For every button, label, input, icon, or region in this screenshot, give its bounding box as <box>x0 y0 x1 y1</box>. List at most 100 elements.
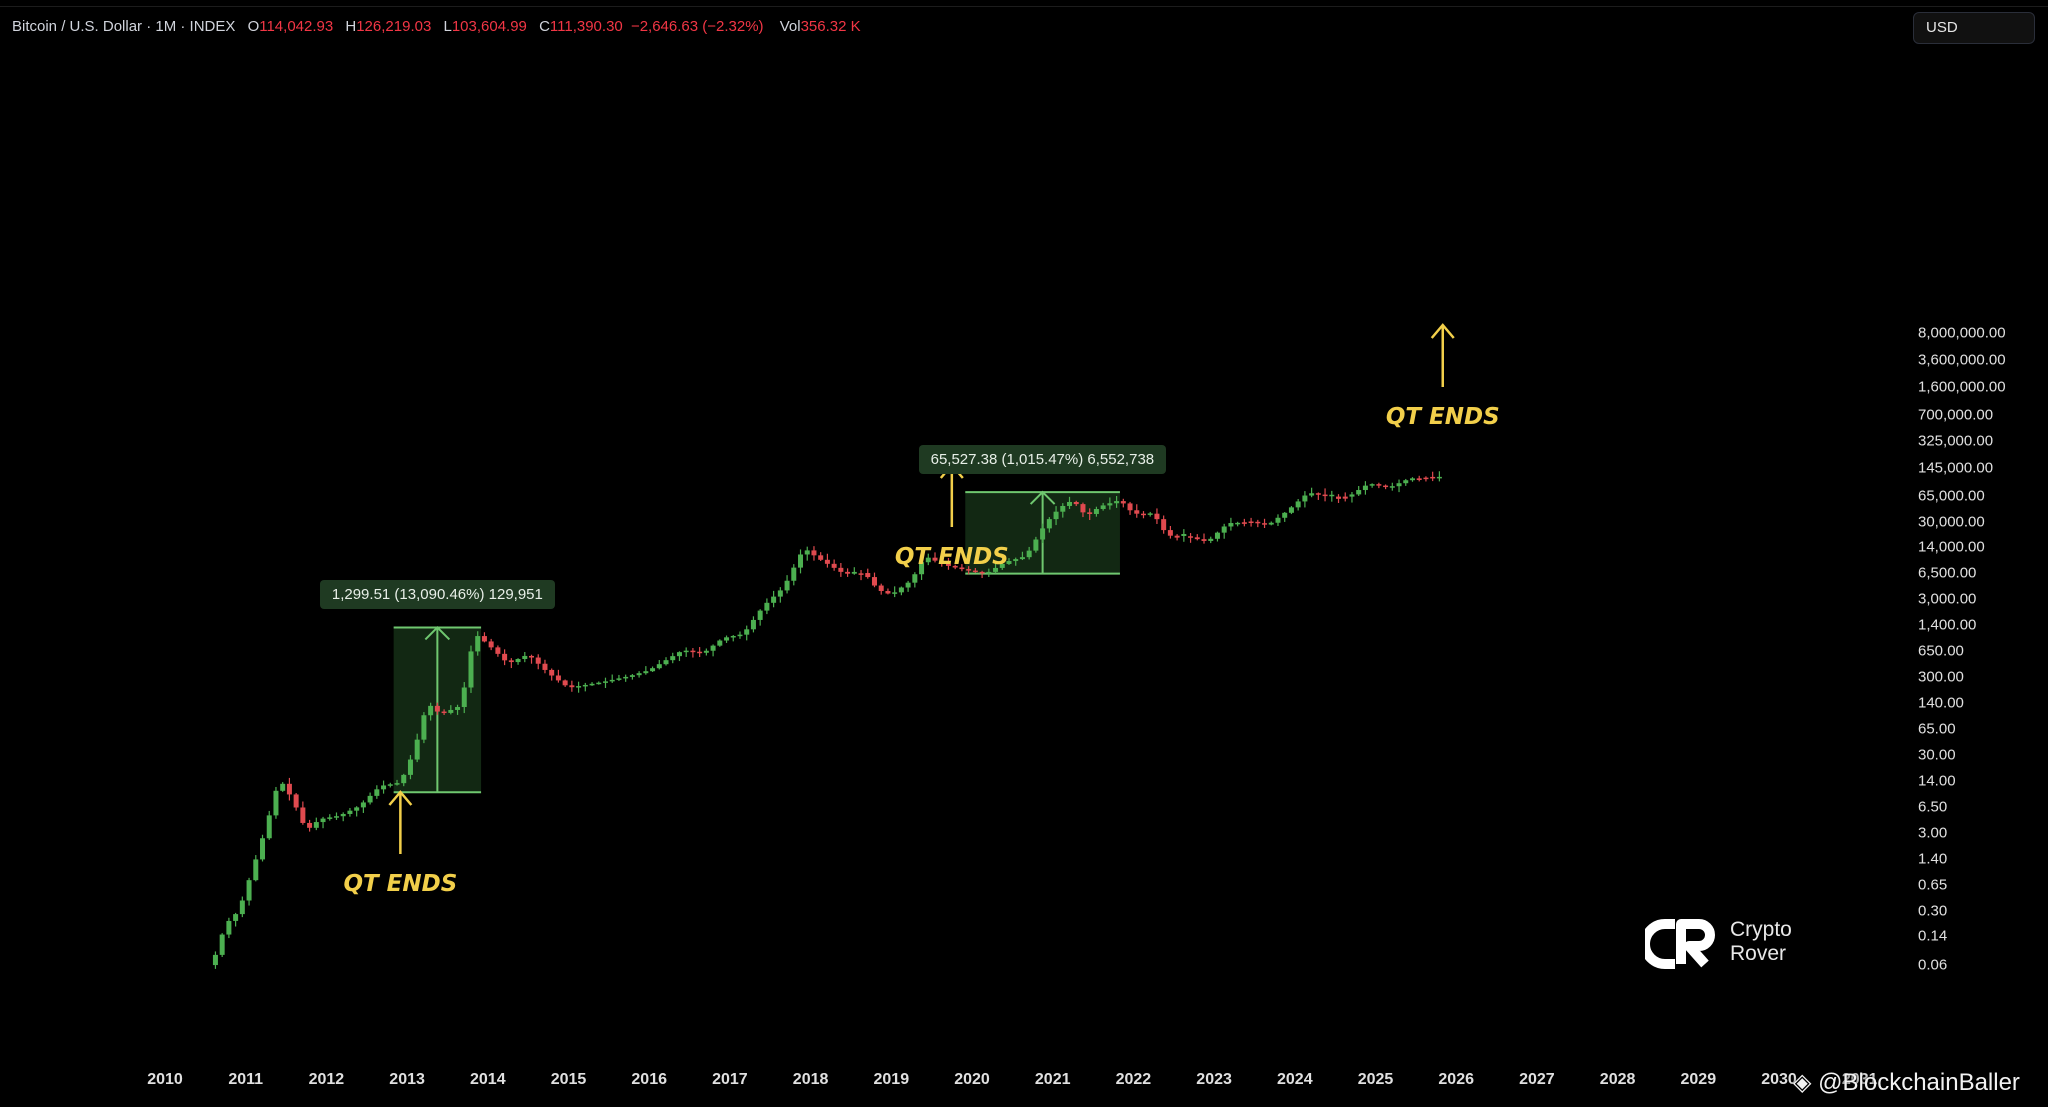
y-tick-label: 65,000.00 <box>1918 487 1985 505</box>
candle-down <box>502 653 508 661</box>
top-border <box>0 6 2048 7</box>
close-value: 111,390.30 <box>549 18 623 35</box>
candle-up <box>1349 494 1355 497</box>
candle-up <box>266 815 272 839</box>
candle-up <box>1436 476 1442 479</box>
up-arrow-head <box>1430 323 1455 339</box>
candle-down <box>939 560 945 564</box>
high-value: 126,219.03 <box>356 18 432 35</box>
candle-up <box>1295 501 1301 508</box>
candle-down <box>1383 485 1389 488</box>
candle-up <box>1356 490 1362 495</box>
candle-up <box>246 880 252 901</box>
y-tick-label: 3,600,000.00 <box>1918 351 2006 369</box>
y-tick-label: 65.00 <box>1918 720 1956 738</box>
candle-up <box>320 818 326 823</box>
candle-down <box>1255 521 1261 524</box>
currency-selector[interactable]: USD <box>1913 12 2035 44</box>
candle-down <box>307 822 313 828</box>
y-tick-label: 14,000.00 <box>1918 538 1985 556</box>
y-tick-label: 6,500.00 <box>1918 564 1977 582</box>
candle-down <box>1336 496 1342 499</box>
candle-up <box>993 567 999 572</box>
x-tick-label: 2016 <box>631 1071 667 1088</box>
candle-down <box>885 591 891 594</box>
candle-up <box>280 783 286 791</box>
candle-down <box>1248 521 1254 524</box>
candle-down <box>945 563 951 566</box>
qt-ends-label: QT ENDS <box>1385 404 1500 430</box>
candle-up <box>461 687 467 708</box>
candle-down <box>1322 494 1328 497</box>
candle-down <box>966 569 972 571</box>
candle-up <box>421 715 427 740</box>
candle-up <box>602 681 608 683</box>
symbol-title[interactable]: Bitcoin / U.S. Dollar · 1M · INDEX <box>12 18 236 35</box>
candle-up <box>777 590 783 597</box>
up-arrow-head <box>388 790 413 806</box>
candle-up <box>764 602 770 611</box>
candle-up <box>1060 505 1066 512</box>
candle-down <box>972 570 978 573</box>
logo-line-2: Rover <box>1730 942 1787 965</box>
candle-down <box>495 647 501 654</box>
candle-up <box>1053 511 1059 520</box>
x-tick-label: 2017 <box>712 1071 748 1088</box>
candle-down <box>434 705 440 712</box>
candle-up <box>623 676 629 679</box>
candle-up <box>1107 503 1113 506</box>
y-tick-label: 700,000.00 <box>1918 406 1994 424</box>
candle-up <box>1208 538 1214 541</box>
y-tick-label: 8,000,000.00 <box>1918 324 2006 342</box>
candle-up <box>1181 534 1187 536</box>
candle-down <box>441 711 447 714</box>
candle-up <box>1235 522 1241 525</box>
candle-down <box>845 571 851 574</box>
measure-boxes <box>393 490 1120 794</box>
candle-up <box>999 563 1005 568</box>
candle-down <box>1262 523 1268 525</box>
candle-down <box>697 651 703 654</box>
y-tick-label: 14.00 <box>1918 772 1956 790</box>
candle-up <box>643 671 649 674</box>
candle-down <box>1140 513 1146 516</box>
x-tick-label: 2020 <box>954 1071 990 1088</box>
candle-down <box>1167 530 1173 536</box>
symbol-header: Bitcoin / U.S. Dollar · 1M · INDEX O114,… <box>12 18 861 35</box>
crypto-rover-logo-icon <box>1645 919 1715 969</box>
measure-label: 65,527.38 (1,015.47%) 6,552,738 <box>918 445 1167 475</box>
low-value: 103,604.99 <box>451 18 527 35</box>
candle-up <box>347 810 353 814</box>
candle-down <box>542 663 548 670</box>
y-tick-label: 30,000.00 <box>1918 513 1985 531</box>
candle-up <box>522 655 528 660</box>
candle-down <box>488 641 494 648</box>
candle-down <box>858 573 864 575</box>
x-tick-label: 2012 <box>308 1071 345 1088</box>
candle-down <box>1154 513 1160 520</box>
x-tick-label: 2023 <box>1196 1071 1232 1088</box>
candle-up <box>273 790 279 816</box>
candle-up <box>703 650 709 653</box>
candle-up <box>1147 513 1153 515</box>
candle-up <box>333 816 339 818</box>
candle-up <box>1389 486 1395 488</box>
candle-up <box>455 707 461 710</box>
candle-up <box>1329 494 1335 497</box>
watermark-text: @BlockchainBaller <box>1818 1069 2020 1096</box>
y-tick-label: 300.00 <box>1918 668 1964 686</box>
candle-up <box>1006 561 1012 564</box>
measure-arrow-head <box>1029 490 1056 505</box>
open-value: 114,042.93 <box>259 18 334 35</box>
candle-up <box>892 592 898 594</box>
y-tick-label: 0.65 <box>1918 876 1948 894</box>
candle-up <box>730 635 736 638</box>
candle-up <box>1114 501 1120 504</box>
candle-down <box>1127 503 1133 511</box>
x-tick-label: 2028 <box>1599 1071 1636 1088</box>
candle-up <box>226 920 232 935</box>
x-tick-label: 2026 <box>1438 1071 1474 1088</box>
candle-up <box>925 557 931 563</box>
x-tick-label: 2022 <box>1115 1071 1152 1088</box>
